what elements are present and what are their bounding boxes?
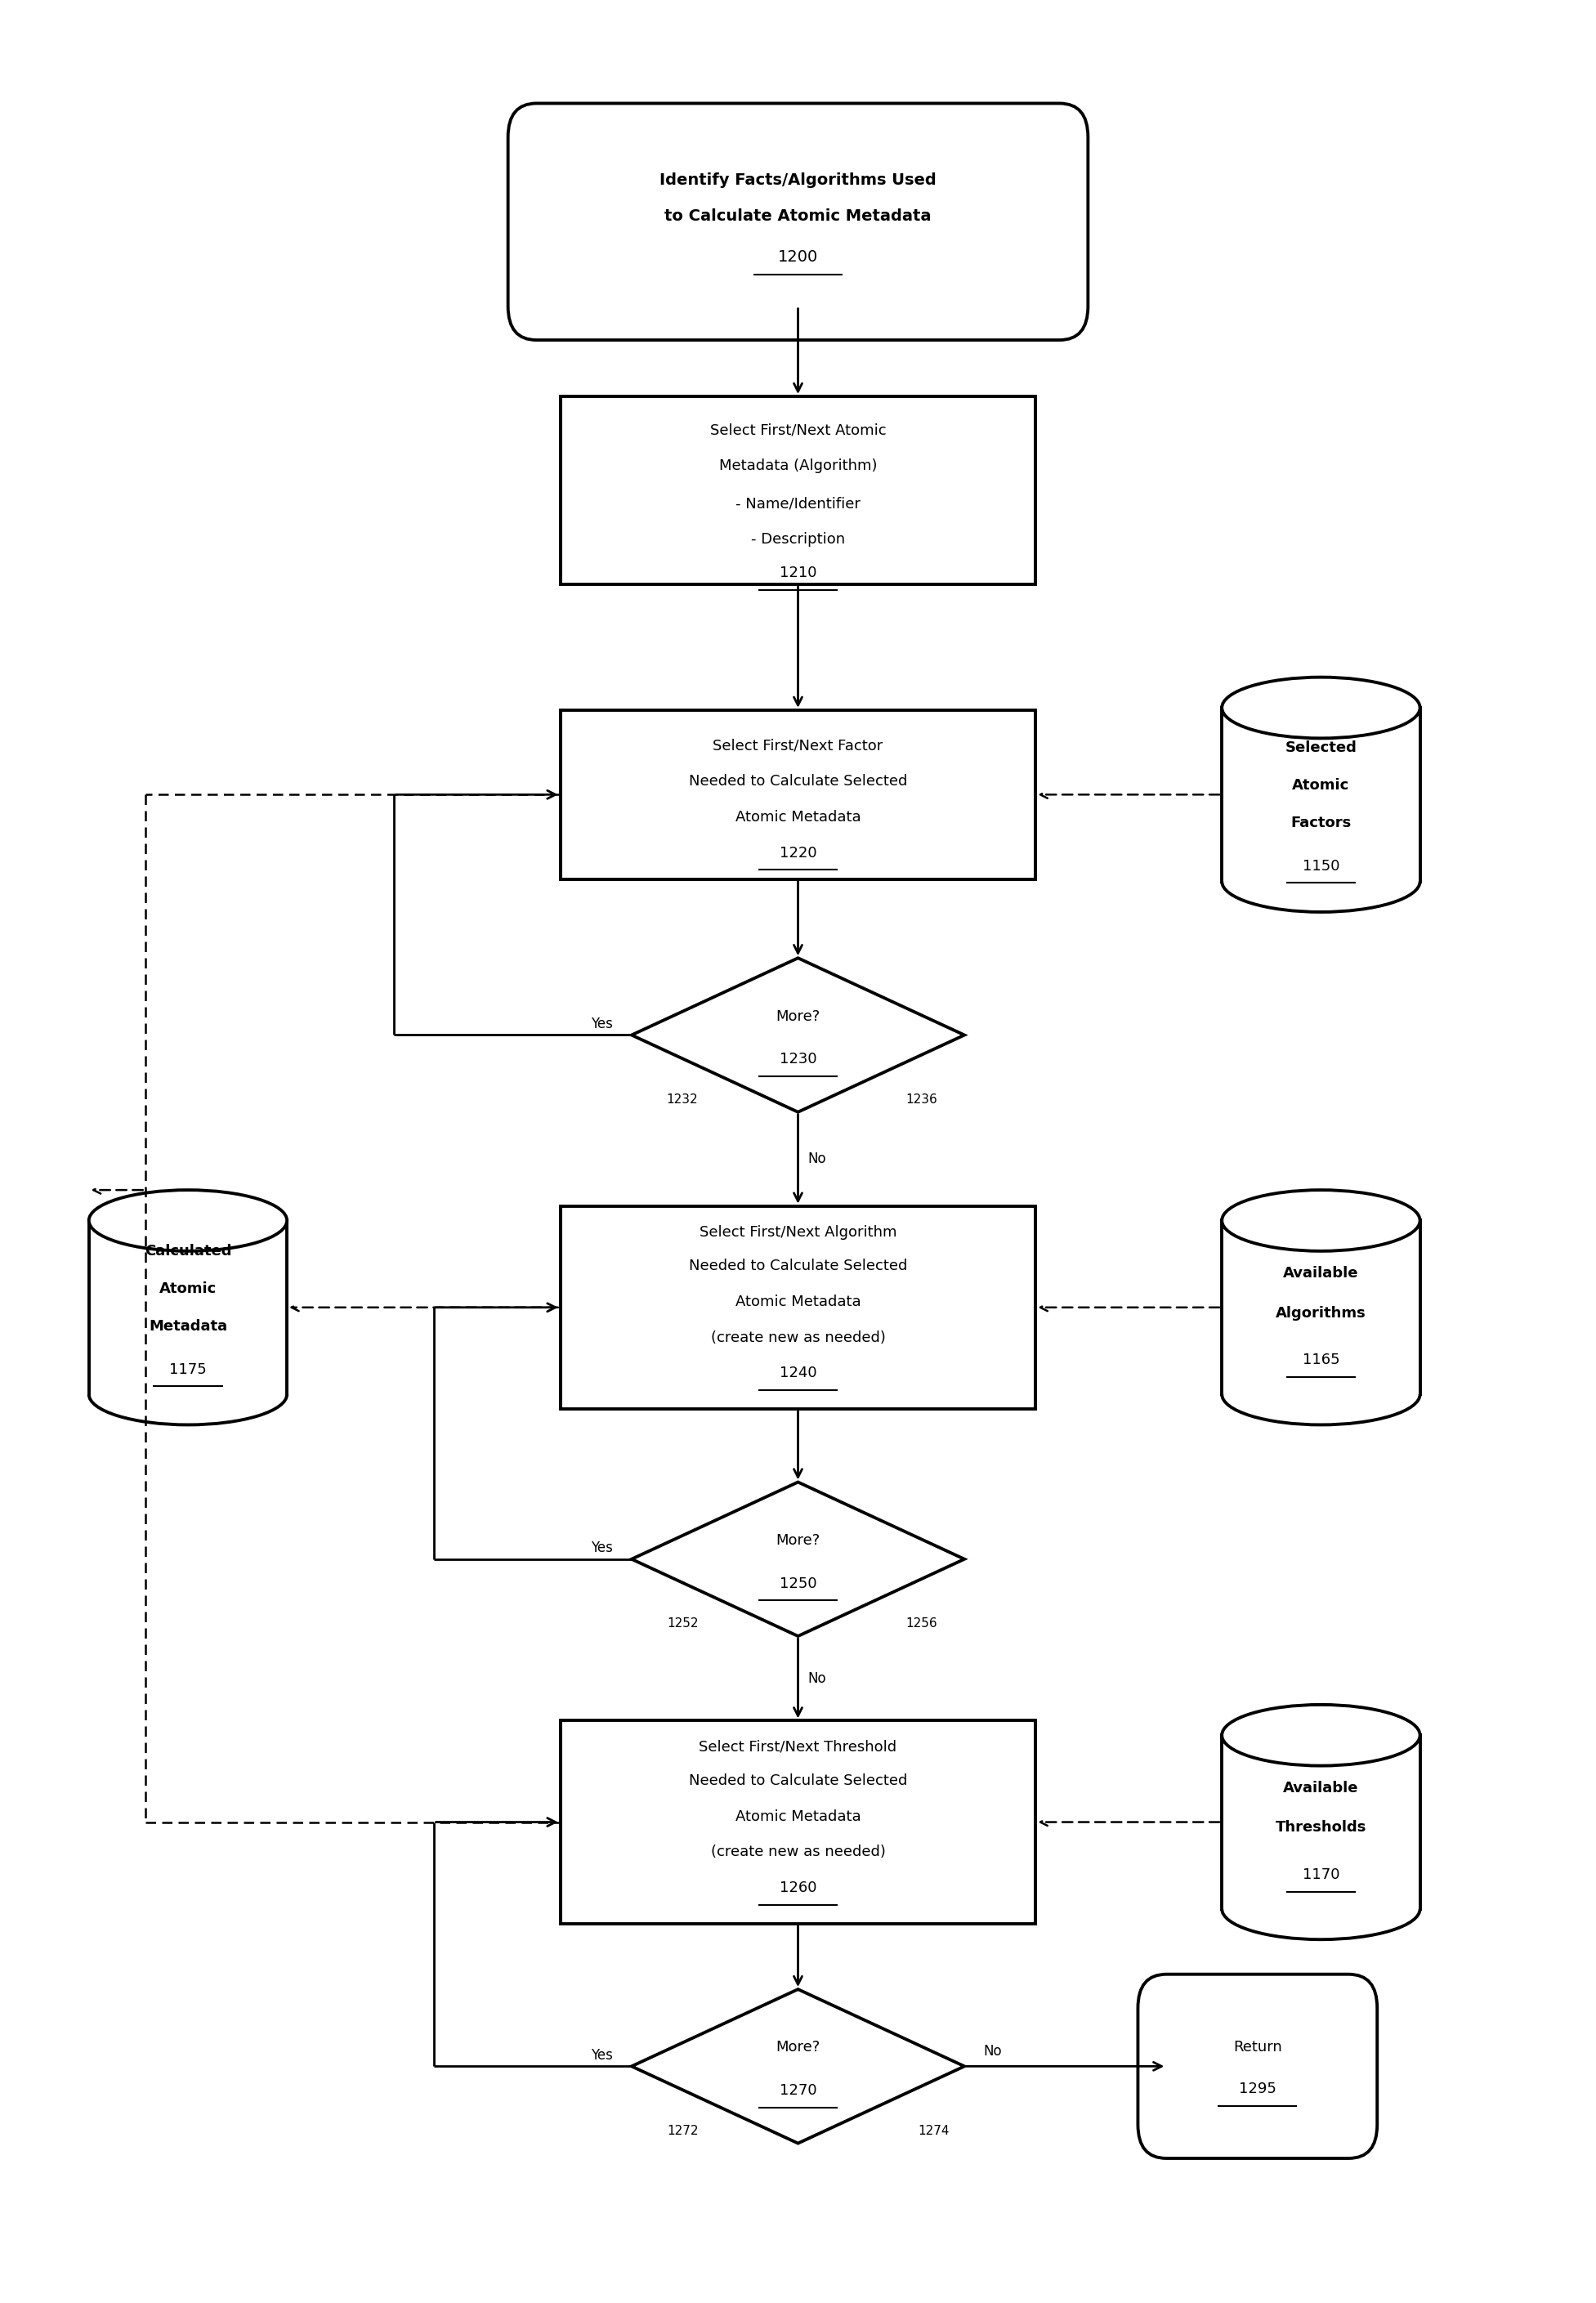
- Text: 1200: 1200: [777, 249, 819, 265]
- Bar: [560, 1720, 1036, 1923]
- Text: Identify Facts/Algorithms Used: Identify Facts/Algorithms Used: [659, 173, 937, 189]
- Text: 1230: 1230: [779, 1052, 817, 1066]
- Text: 1270: 1270: [779, 2084, 817, 2098]
- Bar: [560, 396, 1036, 585]
- Text: Select First/Next Atomic: Select First/Next Atomic: [710, 424, 886, 438]
- Text: Selected: Selected: [1285, 739, 1357, 755]
- Text: 1256: 1256: [905, 1617, 937, 1631]
- Text: Select First/Next Factor: Select First/Next Factor: [713, 739, 883, 753]
- Text: 1165: 1165: [1302, 1352, 1339, 1368]
- Text: Atomic: Atomic: [1293, 778, 1350, 792]
- Text: 1272: 1272: [667, 2126, 697, 2137]
- Bar: [1223, 1221, 1420, 1393]
- Text: No: No: [808, 1152, 827, 1165]
- Text: - Description: - Description: [752, 532, 844, 546]
- Text: 1260: 1260: [779, 1882, 817, 1895]
- Bar: [89, 1221, 287, 1393]
- Text: Return: Return: [1234, 2040, 1282, 2054]
- Text: Select First/Next Algorithm: Select First/Next Algorithm: [699, 1225, 897, 1239]
- Bar: [1223, 1734, 1420, 1909]
- Text: Atomic: Atomic: [160, 1280, 217, 1297]
- Text: 1252: 1252: [667, 1617, 697, 1631]
- Text: Thresholds: Thresholds: [1275, 1819, 1366, 1835]
- Text: - Name/Identifier: - Name/Identifier: [736, 495, 860, 511]
- Bar: [1223, 707, 1420, 882]
- Text: Atomic Metadata: Atomic Metadata: [736, 811, 860, 824]
- Ellipse shape: [1223, 1191, 1420, 1251]
- Text: No: No: [983, 2043, 1002, 2059]
- Text: Needed to Calculate Selected: Needed to Calculate Selected: [689, 1260, 907, 1274]
- Polygon shape: [632, 1990, 964, 2144]
- Text: Metadata (Algorithm): Metadata (Algorithm): [718, 458, 878, 472]
- Text: (create new as needed): (create new as needed): [710, 1331, 886, 1345]
- Text: Yes: Yes: [591, 1541, 613, 1555]
- Text: Atomic Metadata: Atomic Metadata: [736, 1294, 860, 1308]
- Text: More?: More?: [776, 1009, 820, 1023]
- Text: 1150: 1150: [1302, 859, 1339, 873]
- Text: Metadata: Metadata: [148, 1320, 227, 1333]
- Text: Available: Available: [1283, 1267, 1358, 1280]
- FancyBboxPatch shape: [1138, 1974, 1377, 2158]
- Text: 1210: 1210: [779, 567, 817, 580]
- Text: Atomic Metadata: Atomic Metadata: [736, 1810, 860, 1824]
- Text: to Calculate Atomic Metadata: to Calculate Atomic Metadata: [664, 207, 932, 223]
- Text: 1170: 1170: [1302, 1868, 1339, 1882]
- Text: 1240: 1240: [779, 1366, 817, 1379]
- Text: Select First/Next Threshold: Select First/Next Threshold: [699, 1739, 897, 1755]
- Text: Available: Available: [1283, 1780, 1358, 1796]
- Bar: [560, 709, 1036, 880]
- Text: More?: More?: [776, 1534, 820, 1548]
- Text: (create new as needed): (create new as needed): [710, 1845, 886, 1859]
- Text: 1274: 1274: [918, 2126, 950, 2137]
- Text: Needed to Calculate Selected: Needed to Calculate Selected: [689, 774, 907, 790]
- Text: Calculated: Calculated: [144, 1244, 231, 1257]
- Text: Needed to Calculate Selected: Needed to Calculate Selected: [689, 1773, 907, 1787]
- Ellipse shape: [89, 1191, 287, 1251]
- Ellipse shape: [1223, 677, 1420, 739]
- Text: 1175: 1175: [169, 1361, 206, 1377]
- Text: Algorithms: Algorithms: [1275, 1306, 1366, 1320]
- Text: Yes: Yes: [591, 2047, 613, 2063]
- Text: 1232: 1232: [667, 1094, 697, 1105]
- Text: No: No: [808, 1672, 827, 1686]
- Text: 1295: 1295: [1238, 2082, 1277, 2096]
- Polygon shape: [632, 958, 964, 1112]
- Bar: [560, 1207, 1036, 1409]
- Text: 1236: 1236: [905, 1094, 937, 1105]
- FancyBboxPatch shape: [508, 104, 1088, 341]
- Text: More?: More?: [776, 2040, 820, 2054]
- Text: Factors: Factors: [1291, 815, 1352, 829]
- Text: 1220: 1220: [779, 845, 817, 861]
- Text: 1250: 1250: [779, 1575, 817, 1591]
- Polygon shape: [632, 1483, 964, 1635]
- Ellipse shape: [1223, 1704, 1420, 1766]
- Text: Yes: Yes: [591, 1016, 613, 1032]
